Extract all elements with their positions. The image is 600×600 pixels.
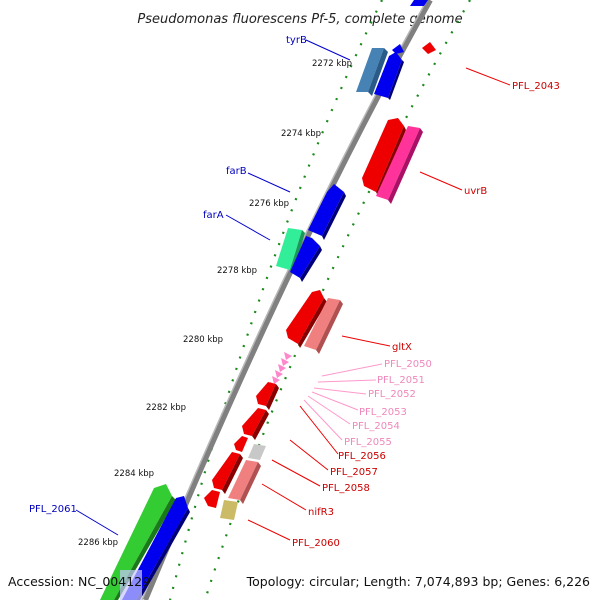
right-labels: PFL_2043 uvrB gltX PFL_2050 PFL_2051 PFL…	[292, 81, 560, 549]
tick-2286: 2286 kbp	[78, 538, 118, 548]
gene-farb-face	[322, 192, 346, 240]
left-leader-lines	[75, 39, 351, 536]
gene-tyrb-face	[388, 60, 404, 100]
topology-text: Topology: circular; Length: 7,074,893 bp…	[246, 574, 590, 589]
tick-labels: 2272 kbp 2274 kbp 2276 kbp 2278 kbp 2280…	[78, 59, 352, 548]
tick-2272: 2272 kbp	[312, 59, 352, 69]
gene-tyrb-outer	[356, 48, 384, 92]
gene-pfl2058-face	[222, 454, 243, 494]
label-pfl2051[interactable]: PFL_2051	[377, 375, 425, 386]
gene-pfl2061-highlight	[120, 570, 142, 600]
gene-gltx	[286, 290, 324, 344]
label-pfl2055[interactable]: PFL_2055	[344, 437, 392, 448]
gene-forward-small	[392, 44, 404, 54]
gene-tyrb	[374, 52, 402, 98]
label-pfl2057[interactable]: PFL_2057	[330, 467, 378, 478]
gene-gltx-pale	[304, 298, 340, 350]
tick-2274: 2274 kbp	[281, 129, 321, 139]
tick-2282: 2282 kbp	[146, 403, 186, 413]
gene-gltx-pale-face	[316, 300, 343, 354]
gene-pfl2057	[242, 408, 266, 436]
gene-gltx-face	[298, 298, 327, 348]
right-leader-lines	[247, 67, 511, 541]
gene-pfl2056-face	[266, 384, 279, 410]
label-pfl2058[interactable]: PFL_2058	[322, 483, 370, 494]
label-pfl2050[interactable]: PFL_2050	[384, 359, 432, 370]
gene-fara	[290, 236, 320, 278]
gene-pfl2058	[212, 452, 240, 490]
label-nifr3[interactable]: nifR3	[308, 507, 334, 518]
label-pfl2053[interactable]: PFL_2053	[359, 407, 407, 418]
gene-pfl2061-face	[136, 508, 190, 600]
gene-uvrb-pink	[376, 126, 420, 200]
reverse-genes	[204, 42, 436, 520]
gene-grey	[248, 444, 266, 460]
label-tyrb[interactable]: tyrB	[286, 35, 307, 46]
gene-pfl2060-left	[204, 490, 220, 508]
gene-nifr3	[228, 460, 258, 500]
gene-pfl2058-small	[234, 436, 248, 452]
gene-pfl2056	[256, 382, 276, 406]
label-pfl2060[interactable]: PFL_2060	[292, 538, 340, 549]
label-uvrb[interactable]: uvrB	[464, 186, 487, 197]
tick-2278: 2278 kbp	[217, 266, 257, 276]
forward-genes	[100, 0, 428, 600]
label-pfl2052[interactable]: PFL_2052	[368, 389, 416, 400]
label-pfl2054[interactable]: PFL_2054	[352, 421, 400, 432]
label-farb[interactable]: farB	[226, 166, 247, 177]
left-labels: tyrB farB farA PFL_2061	[29, 35, 307, 515]
gene-pfl2061-outer	[100, 484, 172, 600]
gene-uvrb-pink-face	[388, 128, 423, 204]
gene-pfl2043	[422, 42, 436, 54]
label-pfl2043[interactable]: PFL_2043	[512, 81, 560, 92]
tick-2280: 2280 kbp	[183, 335, 223, 345]
gene-uvrb	[362, 118, 404, 192]
gene-tyrb-outer-face	[368, 48, 388, 96]
label-pfl2061[interactable]: PFL_2061	[29, 504, 77, 515]
tick-2284: 2284 kbp	[114, 469, 154, 479]
tick-2276: 2276 kbp	[249, 199, 289, 209]
label-fara[interactable]: farA	[203, 210, 224, 221]
gene-nifr3-face	[240, 462, 261, 504]
gene-fara-outer-face	[290, 230, 305, 273]
gene-fara-face	[300, 246, 322, 282]
label-gltx[interactable]: gltX	[392, 342, 412, 353]
gene-pfl2057-face	[252, 410, 269, 440]
gene-pfl2060	[220, 500, 238, 520]
label-pfl2056[interactable]: PFL_2056	[338, 451, 386, 462]
gene-fara-outer	[276, 228, 302, 270]
accession-text: Accession: NC_004129	[8, 574, 150, 589]
gene-pfl2042-top	[410, 0, 428, 6]
gene-farb	[308, 184, 344, 236]
map-title: Pseudomonas fluorescens Pf-5, complete g…	[137, 12, 462, 27]
gene-uvrb-face	[376, 126, 406, 196]
